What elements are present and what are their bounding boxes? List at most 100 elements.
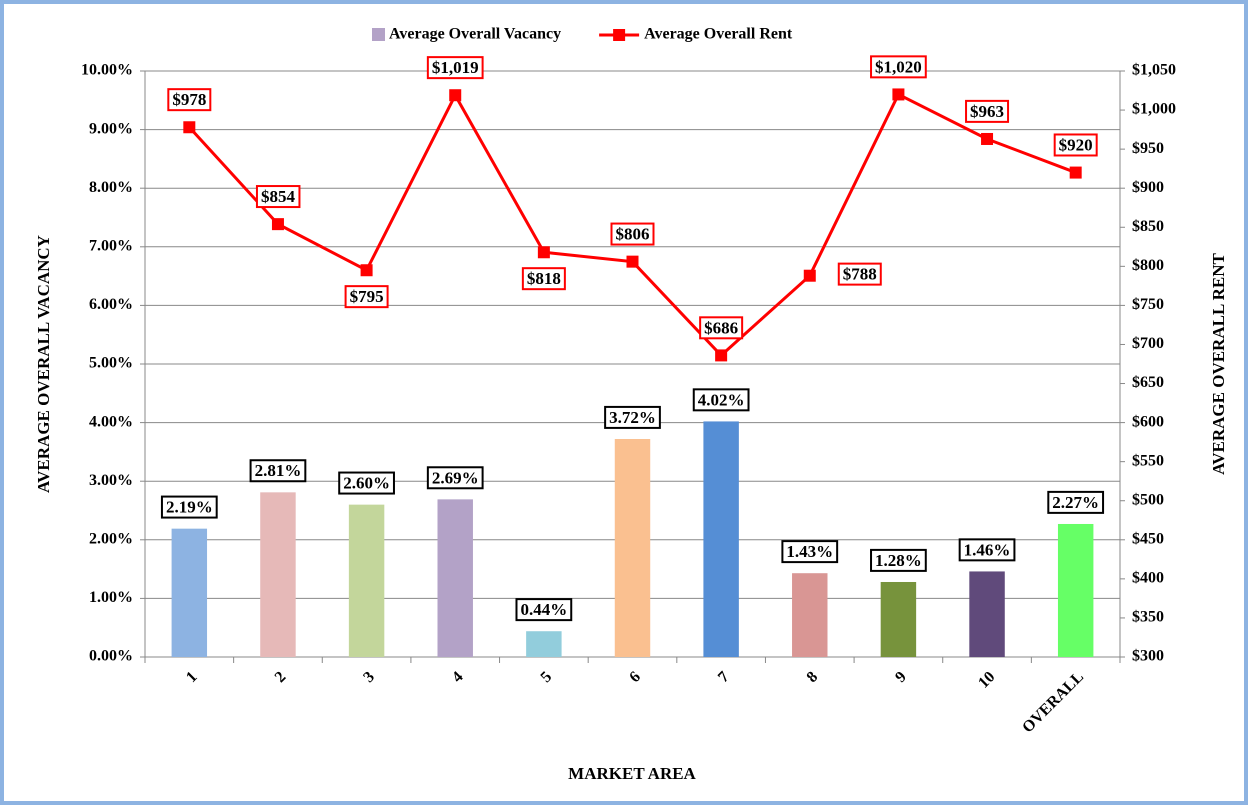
bar xyxy=(171,528,208,657)
legend-swatch xyxy=(372,28,385,41)
bar xyxy=(792,573,828,657)
bar-value-label: 1.43% xyxy=(786,542,833,561)
bar-value-label: 2.27% xyxy=(1052,493,1099,512)
bar-value-label-box xyxy=(249,459,307,483)
y2-tick-label: $300 xyxy=(1132,648,1164,665)
bar-value-label: 3.72% xyxy=(609,408,656,427)
bar-value-label-box xyxy=(1047,490,1105,514)
bar xyxy=(969,571,1005,657)
bar-value-label: 1.28% xyxy=(875,551,922,570)
x-axis-title: MARKET AREA xyxy=(568,764,696,783)
bar-value-label-box xyxy=(958,538,1016,562)
bar-value-label: 0.44% xyxy=(520,600,567,619)
rent-marker xyxy=(981,132,994,145)
y-tick-label: 5.00% xyxy=(89,355,133,372)
y-tick-label: 6.00% xyxy=(89,296,133,313)
legend-swatch xyxy=(613,29,626,41)
rent-marker xyxy=(537,246,550,259)
rent-marker xyxy=(183,121,196,134)
rent-marker xyxy=(271,218,284,231)
line-value-label: $854 xyxy=(261,187,296,206)
bar xyxy=(437,499,473,657)
line-value-label: $978 xyxy=(172,90,206,109)
y-tick-label: 3.00% xyxy=(89,472,133,489)
bar xyxy=(1057,523,1094,657)
y2-tick-label: $650 xyxy=(1132,374,1164,391)
line-value-label: $963 xyxy=(970,102,1004,121)
legend-label: Average Overall Rent xyxy=(644,26,793,43)
line-value-label: $795 xyxy=(350,287,384,306)
y2-tick-label: $350 xyxy=(1132,609,1164,626)
rent-marker xyxy=(1069,166,1082,179)
bar-value-label-box xyxy=(604,405,661,429)
y-tick-label: 10.00% xyxy=(81,62,133,79)
bar-value-label-box xyxy=(781,540,839,564)
y2-tick-label: $750 xyxy=(1132,296,1164,313)
y2-tick-label: $400 xyxy=(1132,570,1164,587)
y-axis-title: AVERAGE OVERALL VACANCY xyxy=(34,235,53,493)
line-value-label-box xyxy=(344,285,389,309)
line-value-label-box xyxy=(521,267,566,291)
line-value-label-box xyxy=(1053,133,1098,157)
rent-marker xyxy=(892,88,905,101)
y-tick-label: 4.00% xyxy=(89,413,133,430)
bar-value-label: 1.46% xyxy=(964,540,1011,559)
y-tick-label: 1.00% xyxy=(89,589,133,606)
line-value-label: $806 xyxy=(616,225,650,244)
legend-label: Average Overall Vacancy xyxy=(389,26,561,43)
y2-tick-label: $900 xyxy=(1132,179,1164,196)
line-value-label-box xyxy=(870,55,927,79)
line-value-label: $818 xyxy=(527,269,561,288)
y2-tick-label: $550 xyxy=(1132,452,1164,469)
bar xyxy=(526,631,562,657)
y-tick-label: 2.00% xyxy=(89,530,133,547)
bar-value-label-box xyxy=(338,471,395,495)
y2-tick-label: $450 xyxy=(1132,530,1164,547)
bar xyxy=(348,504,385,657)
y-tick-label: 7.00% xyxy=(89,237,133,254)
line-value-label-box xyxy=(837,262,882,286)
y2-tick-label: $700 xyxy=(1132,335,1164,352)
bar-value-label-box xyxy=(870,548,927,572)
y2-tick-label: $950 xyxy=(1132,140,1164,157)
bar-value-label-box xyxy=(515,598,573,622)
line-value-label: $686 xyxy=(704,318,738,337)
line-value-label: $920 xyxy=(1059,135,1093,154)
y2-tick-label: $600 xyxy=(1132,413,1164,430)
y2-tick-label: $1,050 xyxy=(1132,62,1176,79)
line-value-label-box xyxy=(426,56,484,80)
bar-value-label: 2.60% xyxy=(343,474,390,493)
y2-tick-label: $850 xyxy=(1132,218,1164,235)
line-value-label: $788 xyxy=(843,265,877,284)
y2-axis-title: AVERAGE OVERALL RENT xyxy=(1209,253,1228,475)
line-value-label-box xyxy=(610,222,655,246)
y-tick-label: 9.00% xyxy=(89,120,133,137)
bar-value-label-box xyxy=(426,466,484,490)
y-tick-label: 8.00% xyxy=(89,179,133,196)
bar-value-label: 2.19% xyxy=(166,498,213,517)
bar-value-label: 2.81% xyxy=(255,461,302,480)
line-value-label-box xyxy=(965,99,1010,123)
line-value-label-box xyxy=(699,316,744,340)
y-tick-label: 0.00% xyxy=(89,648,133,665)
rent-marker xyxy=(715,349,728,362)
bar xyxy=(614,439,651,657)
y2-tick-label: $500 xyxy=(1132,491,1164,508)
rent-marker xyxy=(803,269,816,282)
bar-value-label-box xyxy=(160,495,218,519)
bar xyxy=(260,492,296,657)
line-value-label: $1,020 xyxy=(875,57,922,76)
line-value-label-box xyxy=(255,185,301,209)
y2-tick-label: $1,000 xyxy=(1132,101,1176,118)
bar-value-label: 2.69% xyxy=(432,468,479,487)
y2-tick-label: $800 xyxy=(1132,257,1164,274)
bar-value-label: 4.02% xyxy=(698,390,745,409)
line-value-label-box xyxy=(167,88,212,112)
bar-value-label-box xyxy=(692,388,750,412)
rent-marker xyxy=(626,255,639,268)
rent-marker xyxy=(449,89,462,102)
bar xyxy=(703,421,739,657)
bar xyxy=(880,581,917,657)
